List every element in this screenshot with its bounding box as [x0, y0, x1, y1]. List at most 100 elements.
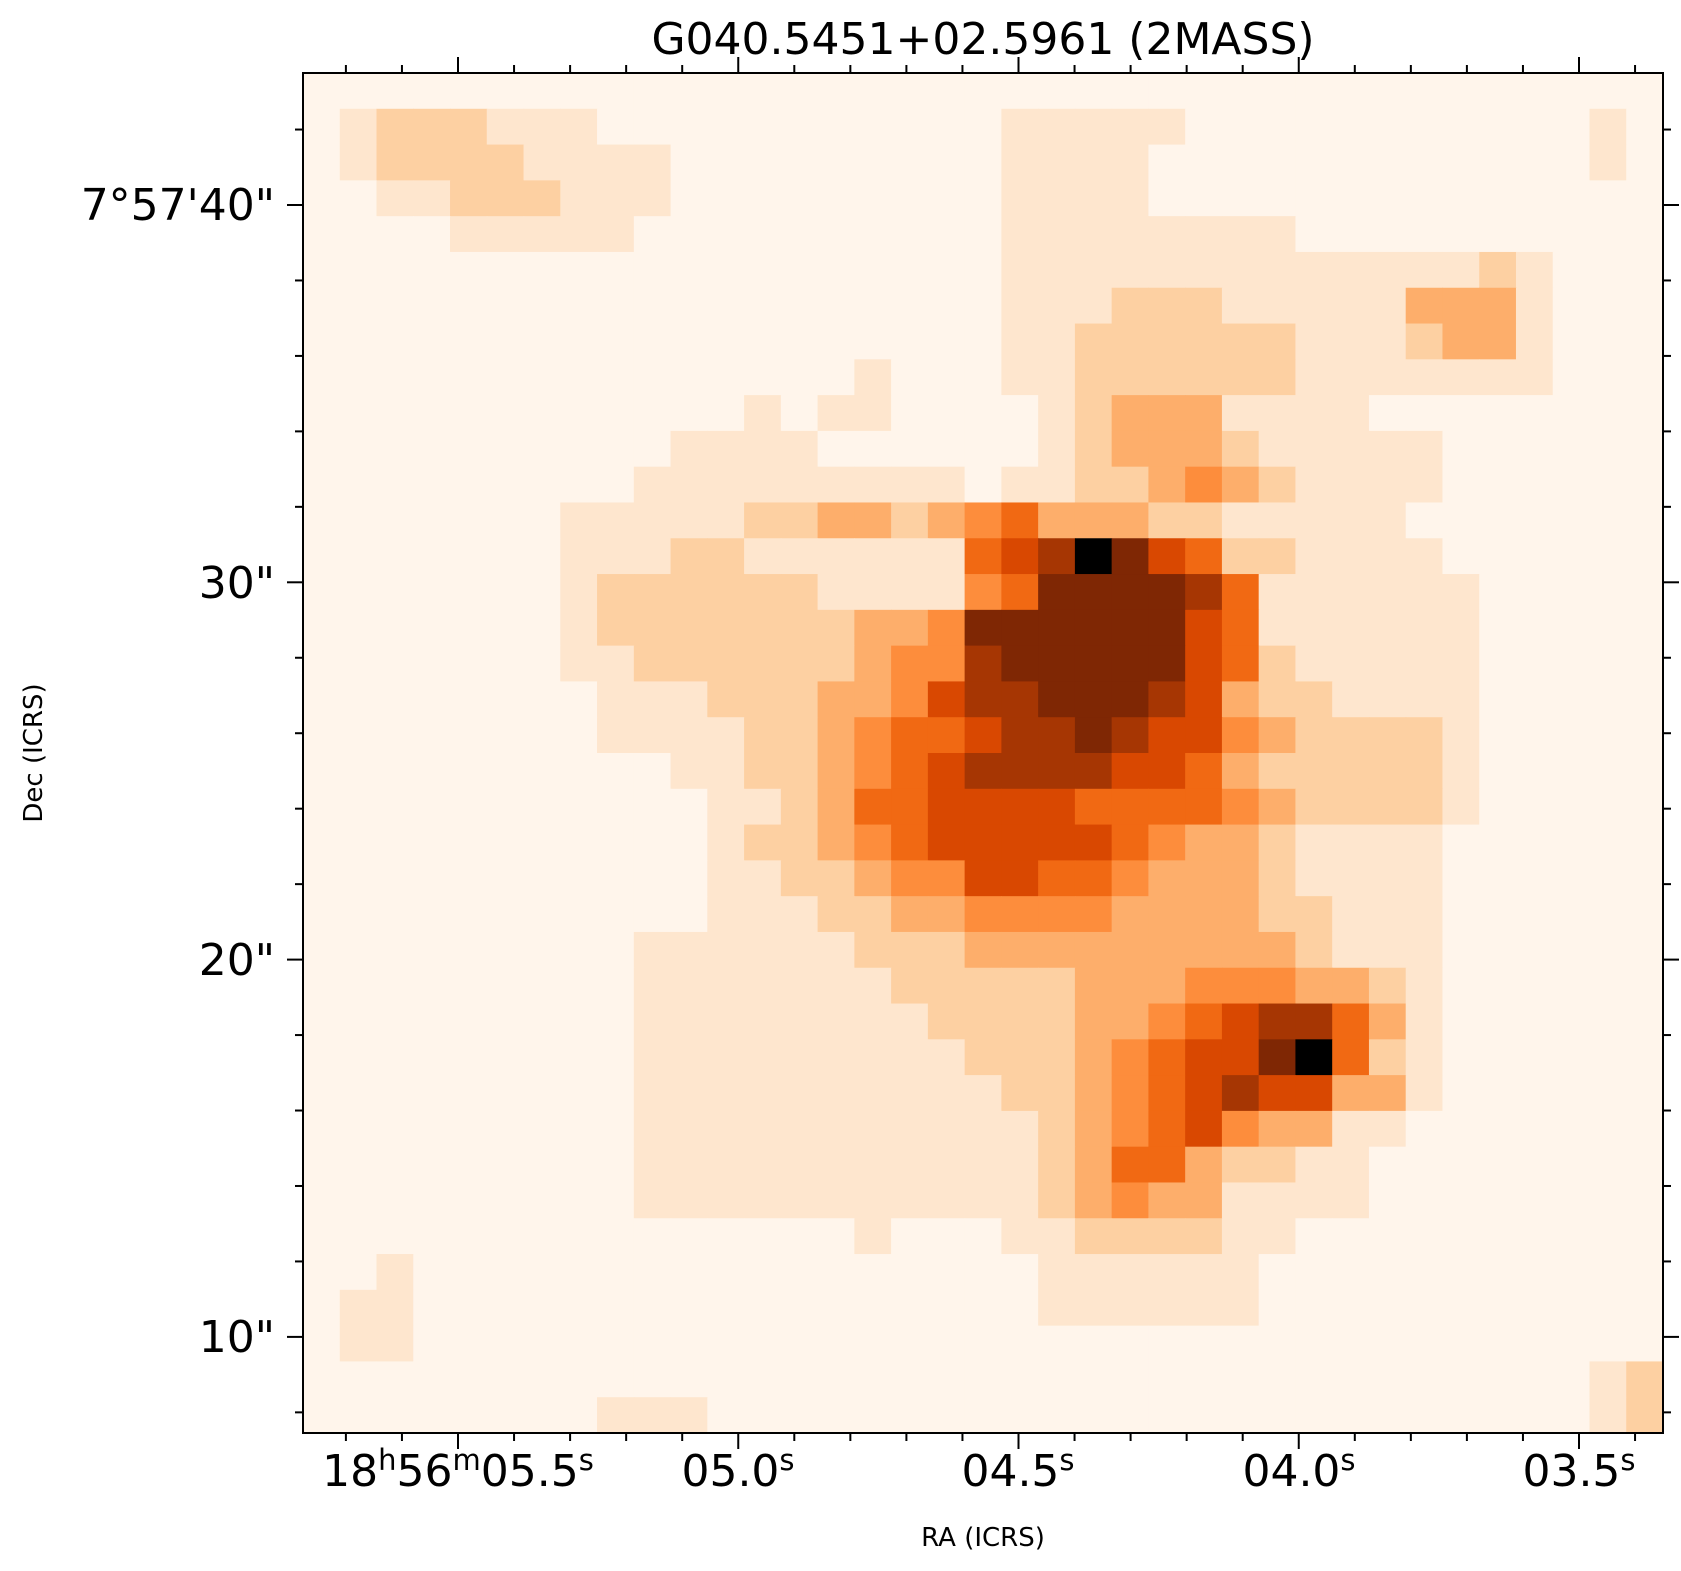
heatmap-cell [1626, 717, 1664, 754]
heatmap-cell [1001, 430, 1039, 468]
heatmap-cell [1405, 1289, 1444, 1327]
heatmap-cell [891, 1397, 929, 1434]
heatmap-cell [1111, 73, 1150, 110]
heatmap-cell [1552, 860, 1591, 897]
heatmap-cell [780, 538, 819, 575]
heatmap-cell [1148, 1075, 1186, 1112]
heatmap-cell [1626, 73, 1664, 110]
heatmap-cell [486, 216, 525, 253]
heatmap-cell [376, 1182, 414, 1219]
heatmap-cell [1442, 609, 1480, 647]
heatmap-cell [450, 502, 488, 539]
heatmap-cell [891, 430, 929, 468]
heatmap-cell [1001, 1361, 1039, 1398]
heatmap-cell [1001, 1146, 1039, 1184]
heatmap-cell [1405, 1254, 1444, 1291]
heatmap-cell [560, 180, 598, 217]
heatmap-cell [854, 931, 892, 969]
heatmap-cell [817, 681, 855, 718]
heatmap-cell [1332, 466, 1370, 504]
heatmap-cell [633, 1218, 672, 1255]
heatmap-cell [817, 788, 855, 826]
heatmap-cell [450, 395, 488, 432]
heatmap-cell [1405, 788, 1444, 826]
heatmap-cell [1074, 717, 1113, 754]
heatmap-cell [1001, 1397, 1039, 1434]
heatmap-cell [1221, 824, 1260, 861]
heatmap-cell [523, 287, 561, 325]
heatmap-cell [1332, 896, 1370, 933]
heatmap-cell [413, 323, 451, 360]
heatmap-cell [670, 574, 708, 611]
heatmap-cell [670, 144, 708, 181]
heatmap-cell [1148, 466, 1186, 504]
heatmap-cell [1295, 466, 1333, 504]
heatmap-cell [1552, 1361, 1591, 1398]
heatmap-cell [339, 1039, 378, 1076]
heatmap-cell [780, 931, 819, 969]
heatmap-cell [1626, 1218, 1664, 1255]
heatmap-cell [633, 1075, 672, 1112]
heatmap-cell [1038, 395, 1076, 432]
heatmap-cell [1368, 73, 1407, 110]
heatmap-cell [1038, 216, 1076, 253]
heatmap-cell [303, 717, 341, 754]
heatmap-cell [633, 216, 672, 253]
heatmap-cell [964, 180, 1002, 217]
heatmap-cell [780, 180, 819, 217]
heatmap-cell [817, 251, 855, 289]
heatmap-cell [670, 395, 708, 432]
heatmap-cell [1111, 180, 1150, 217]
heatmap-cell [1626, 1039, 1664, 1076]
heatmap-cell [1626, 430, 1664, 468]
heatmap-cell [1479, 1325, 1517, 1363]
heatmap-cell [1515, 967, 1554, 1005]
heatmap-cell [597, 967, 635, 1005]
heatmap-cell [1038, 824, 1076, 861]
heatmap-cell [854, 967, 892, 1005]
heatmap-cell [891, 1289, 929, 1327]
heatmap-cell [303, 538, 341, 575]
heatmap-cell [1332, 1289, 1370, 1327]
heatmap-cell [1626, 502, 1664, 539]
heatmap-cell [523, 359, 561, 396]
heatmap-cell [1111, 645, 1150, 683]
heatmap-cell [376, 681, 414, 718]
heatmap-cell [1479, 896, 1517, 933]
heatmap-cell [1258, 645, 1297, 683]
heatmap-cell [450, 1146, 488, 1184]
heatmap-cell [1479, 108, 1517, 146]
heatmap-cell [450, 753, 488, 790]
heatmap-cell [1185, 967, 1223, 1005]
heatmap-cell [1148, 144, 1186, 181]
heatmap-cell [1515, 860, 1554, 897]
heatmap-cell [1552, 574, 1591, 611]
heatmap-cell [560, 538, 598, 575]
heatmap-cell [707, 538, 745, 575]
heatmap-cell [1221, 430, 1260, 468]
heatmap-cell [376, 896, 414, 933]
heatmap-cell [450, 180, 488, 217]
heatmap-cell [854, 1254, 892, 1291]
heatmap-cell [597, 1289, 635, 1327]
heatmap-cell [780, 395, 819, 432]
heatmap-cell [817, 896, 855, 933]
heatmap-cell [376, 1110, 414, 1148]
heatmap-cell [376, 1003, 414, 1040]
heatmap-cell [1552, 1254, 1591, 1291]
heatmap-cell [1185, 1361, 1223, 1398]
heatmap-cell [744, 538, 782, 575]
heatmap-cell [1368, 1039, 1407, 1076]
heatmap-cell [964, 1361, 1002, 1398]
x-tick-label: 03.5s [1522, 1443, 1635, 1497]
heatmap-cell [633, 645, 672, 683]
heatmap-cell [1552, 1146, 1591, 1184]
heatmap-cell [891, 395, 929, 432]
heatmap-cell [1368, 824, 1407, 861]
heatmap-cell [560, 717, 598, 754]
heatmap-cell [854, 466, 892, 504]
heatmap-cell [303, 896, 341, 933]
heatmap-cell [1626, 1146, 1664, 1184]
heatmap-cell [597, 1361, 635, 1398]
heatmap-cell [1001, 1039, 1039, 1076]
